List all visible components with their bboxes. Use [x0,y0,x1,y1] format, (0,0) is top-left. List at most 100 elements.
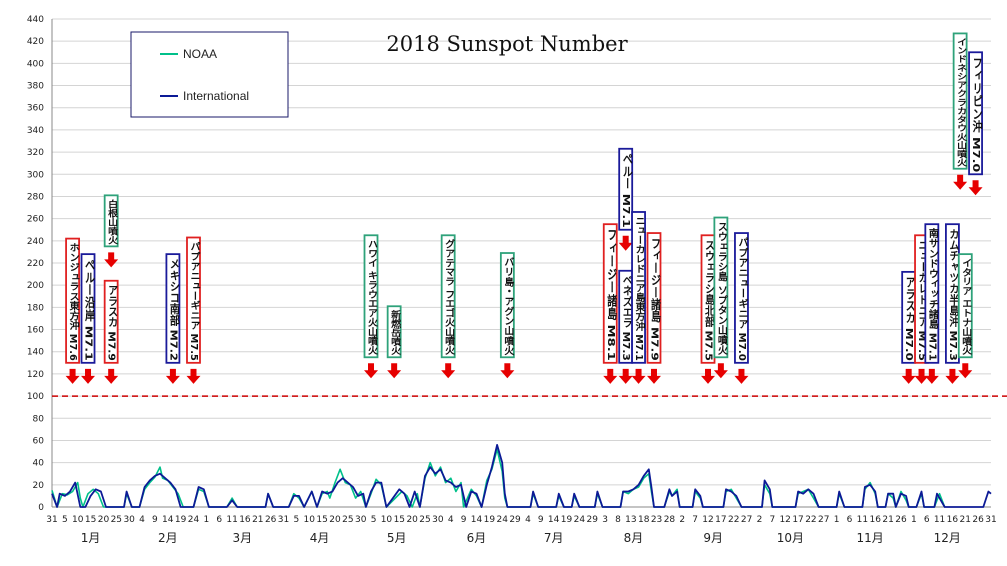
x-tick-label: 31 [46,515,57,525]
x-tick-label: 22 [728,515,739,525]
chart-title: 2018 Sunspot Number [386,32,628,56]
x-tick-label: 15 [316,515,327,525]
x-tick-label: 14 [162,515,174,525]
x-axis-ticks: 31 5 10 15 20 25 30 4 9 14 19 24 1 6 11 16 21 26 31 5 10 15 20… [46,515,996,525]
event-label: スウェラシ島 ソプタン山噴火 [715,222,727,357]
x-tick-label: 3 [602,515,608,525]
y-tick-label: 160 [27,326,44,336]
month-label: 10月 [777,531,804,545]
event-annotation: バリ島・アグン山噴火 [499,252,515,379]
x-tick-label: 19 [175,515,187,525]
event-arrow [364,363,379,379]
y-tick-label: 440 [27,15,44,25]
event-box [440,234,456,359]
event-annotation: ベネズエラ M7.3 [618,269,634,384]
event-label: フィージー諸島 M7.9 [648,237,660,361]
x-tick-label: 14 [471,515,483,525]
event-annotation: ホンジュラス東方沖 M7.6 [65,237,80,384]
x-tick-label: 12 [779,515,790,525]
event-box [363,234,379,359]
y-tick-label: 220 [27,259,44,269]
series-lines [51,443,992,508]
x-tick-label: 1 [203,515,209,525]
x-tick-label: 20 [98,515,110,525]
x-tick-label: 1 [834,515,840,525]
month-label: 7月 [544,531,564,545]
event-arrow [646,368,661,384]
event-arrow [441,363,456,379]
x-tick-label: 20 [406,515,418,525]
event-box [103,279,119,364]
event-annotation: ペルー沿岸 M7.1 [80,253,96,384]
event-arrow [953,174,968,190]
month-label: 8月 [624,531,644,545]
y-tick-label: 340 [27,126,44,136]
event-label: ペルー沿岸 M7.1 [83,258,95,361]
event-box [952,32,968,170]
month-label: 9月 [703,531,723,545]
event-arrow [734,368,749,384]
x-tick-label: 5 [294,515,300,525]
event-annotation: ニューカレドニア島東方沖 M7.1 [631,211,646,384]
x-tick-label: 12 [702,515,713,525]
event-label: インドネシアクラカタウ火山噴火 [955,37,967,167]
x-tick-label: 9 [538,515,544,525]
event-annotation: フィージー諸島 M7.9 [646,232,662,384]
x-tick-label: 21 [960,515,971,525]
x-tick-label: 29 [587,515,599,525]
event-annotation: パプアニューギニア M7.5 [186,236,201,384]
event-box [65,237,80,364]
y-tick-label: 400 [27,59,44,69]
legend-entry: NOAA [183,47,217,61]
x-tick-label: 2 [679,515,685,525]
x-tick-label: 21 [252,515,263,525]
event-annotation: イタリア エトナ山噴火 [957,253,973,379]
event-arrow [701,368,716,384]
event-annotation: メキシコ南部 M7.2 [165,253,181,384]
event-box [103,194,119,248]
month-label: 12月 [934,531,961,545]
month-label: 2月 [158,531,178,545]
x-tick-label: 31 [278,515,289,525]
event-arrow [618,368,633,384]
event-box [924,223,940,364]
x-tick-label: 13 [625,515,636,525]
x-tick-label: 7 [769,515,775,525]
event-box [499,252,515,359]
month-label: 11月 [856,531,883,545]
x-tick-label: 17 [792,515,803,525]
y-tick-label: 180 [27,303,44,313]
y-tick-label: 240 [27,237,44,247]
event-box [602,223,618,364]
y-tick-label: 320 [27,148,44,158]
event-label: ニューカレドニア島東方沖 M7.1 [633,216,645,361]
event-arrow [958,363,973,379]
event-label: ベネズエラ M7.3 [620,275,632,361]
x-tick-label: 25 [419,515,430,525]
x-tick-label: 27 [818,515,829,525]
event-arrow [914,368,929,384]
x-tick-label: 6 [216,515,222,525]
y-tick-label: 80 [33,414,45,424]
x-tick-label: 26 [895,515,907,525]
event-annotation: ハワイ キラウエア火山噴火 [363,234,379,379]
event-box [618,147,634,231]
x-tick-label: 25 [342,515,353,525]
x-tick-label: 16 [870,515,882,525]
event-label: イタリア エトナ山噴火 [960,258,972,356]
x-tick-label: 16 [239,515,251,525]
event-box [80,253,96,364]
x-tick-label: 17 [715,515,726,525]
x-tick-label: 10 [72,515,84,525]
x-tick-label: 24 [188,515,200,525]
event-arrow [901,368,916,384]
event-arrow [713,363,728,379]
x-tick-label: 25 [111,515,122,525]
event-annotation: フィージー諸島 M8.1 [602,223,618,384]
x-tick-label: 6 [924,515,930,525]
x-tick-label: 10 [381,515,393,525]
event-label: フィリピン沖 M7.0 [970,56,982,172]
